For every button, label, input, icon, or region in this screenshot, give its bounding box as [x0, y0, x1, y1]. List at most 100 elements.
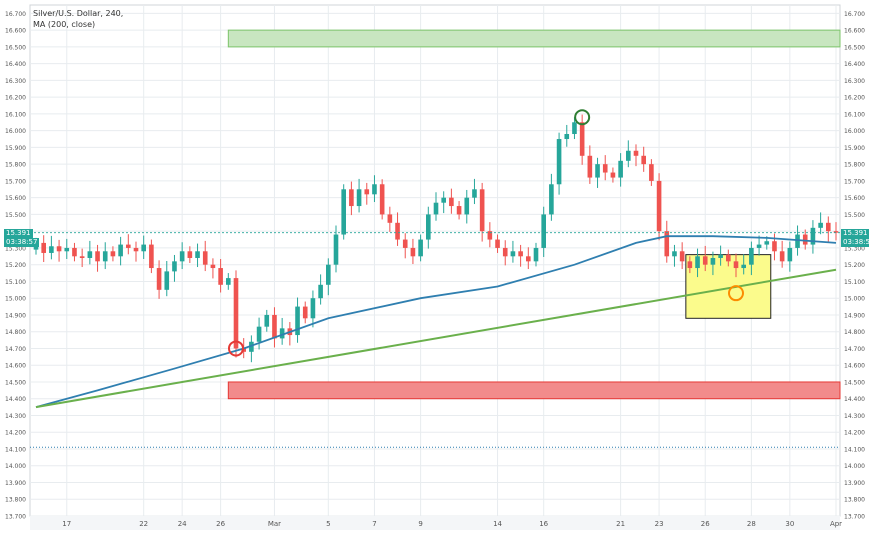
y-tick-label-left: 16.400	[5, 61, 26, 68]
annotation-circle	[228, 340, 244, 357]
candle-body	[226, 278, 231, 285]
y-tick-label-left: 14.300	[5, 413, 26, 420]
last-price-badge-left: 15.391	[4, 229, 33, 238]
candle-body	[756, 244, 762, 248]
candle-body	[233, 278, 239, 349]
x-tick-label: 21	[616, 520, 625, 528]
candle-body	[149, 244, 154, 269]
candle-body	[195, 251, 200, 258]
y-tick-label-left: 14.000	[5, 463, 26, 470]
y-tick-label-right: 15.000	[844, 296, 865, 303]
candle-body	[610, 172, 616, 178]
y-tick-label-right: 16.700	[844, 11, 865, 18]
indicator-label: MA (200, close)	[33, 20, 96, 29]
y-tick-label-left: 14.900	[5, 312, 26, 319]
y-tick-label-right: 15.200	[844, 262, 865, 269]
candle-body	[733, 261, 739, 269]
candle-body	[202, 251, 208, 265]
candle-body	[379, 184, 385, 215]
y-tick-label-right: 14.700	[844, 346, 865, 353]
y-tick-label-right: 13.800	[844, 497, 865, 504]
candle-body	[641, 155, 646, 165]
y-tick-label-right: 14.400	[844, 396, 865, 403]
candle-body	[179, 251, 185, 262]
x-tick-label: Mar	[268, 520, 281, 528]
candle-body	[818, 222, 823, 228]
y-tick-label-left: 13.800	[5, 497, 26, 504]
y-tick-label-left: 16.000	[5, 128, 26, 135]
y-tick-label-left: 14.800	[5, 329, 26, 336]
candle-body	[549, 184, 554, 215]
candle-body	[749, 247, 754, 265]
candle-body	[172, 261, 177, 272]
candle-body	[579, 122, 585, 156]
y-tick-label-right: 14.600	[844, 363, 865, 370]
y-tick-label-right: 14.000	[844, 463, 865, 470]
y-tick-label-left: 13.700	[5, 514, 26, 521]
y-tick-label-left: 14.100	[5, 446, 26, 453]
candle-body	[356, 189, 362, 207]
y-tick-label-left: 14.200	[5, 430, 26, 437]
y-tick-label-right: 13.900	[844, 480, 865, 487]
candle-body	[526, 256, 531, 262]
y-tick-label-left: 13.900	[5, 480, 26, 487]
candle-body	[110, 251, 116, 257]
candle-body	[418, 239, 423, 257]
candle-body	[118, 244, 123, 257]
x-tick-label: 16	[539, 520, 548, 528]
x-tick-label: 14	[493, 520, 502, 528]
candle-body	[487, 231, 493, 240]
candle-body	[587, 155, 593, 178]
candle-body	[41, 242, 46, 253]
y-tick-label-right: 13.700	[844, 514, 865, 521]
candle-body	[102, 251, 108, 262]
candle-body	[795, 234, 800, 248]
candle-body	[764, 241, 770, 245]
candle-body	[333, 234, 339, 265]
candle-body	[695, 256, 700, 269]
y-tick-label-right: 15.800	[844, 162, 865, 169]
ma200-line	[35, 235, 837, 408]
candle-body	[649, 164, 654, 181]
candle-body	[326, 264, 331, 285]
candle-body	[72, 247, 77, 257]
candle-body	[249, 341, 254, 352]
chart-legend: Silver/U.S. Dollar, 240, MA (200, close)	[33, 8, 123, 30]
y-tick-label-right: 15.100	[844, 279, 865, 286]
symbol-label: Silver/U.S. Dollar, 240,	[33, 9, 124, 18]
y-tick-label-left: 15.600	[5, 195, 26, 202]
x-tick-label: Apr	[830, 520, 842, 528]
candle-body	[49, 246, 54, 253]
candle-body	[133, 247, 139, 252]
candle-body	[533, 247, 539, 262]
candle-body	[518, 251, 523, 257]
candle-body	[264, 314, 270, 327]
candle-body	[449, 197, 454, 207]
y-tick-label-right: 15.300	[844, 245, 865, 252]
x-tick-label: 22	[139, 520, 148, 528]
y-tick-label-left: 15.800	[5, 162, 26, 169]
candle-body	[302, 306, 308, 319]
y-tick-label-right: 14.500	[844, 379, 865, 386]
candle-body	[564, 134, 570, 140]
candle-body	[272, 314, 277, 339]
y-tick-label-right: 16.000	[844, 128, 865, 135]
candle-body	[618, 160, 623, 178]
x-tick-label: 26	[216, 520, 225, 528]
time-axis-band	[30, 516, 840, 530]
y-tick-label-left: 15.900	[5, 145, 26, 152]
candle-body	[456, 206, 462, 215]
y-tick-label-left: 14.700	[5, 346, 26, 353]
y-tick-label-left: 14.500	[5, 379, 26, 386]
candle-body	[556, 139, 562, 185]
candle-body	[572, 122, 577, 135]
candle-body	[502, 247, 508, 257]
candle-body	[656, 180, 662, 232]
candle-body	[495, 239, 500, 248]
candle-body	[595, 164, 600, 178]
y-tick-label-left: 16.300	[5, 78, 26, 85]
y-tick-label-left: 16.600	[5, 28, 26, 35]
x-tick-label: 30	[785, 520, 794, 528]
candle-body	[464, 197, 470, 215]
